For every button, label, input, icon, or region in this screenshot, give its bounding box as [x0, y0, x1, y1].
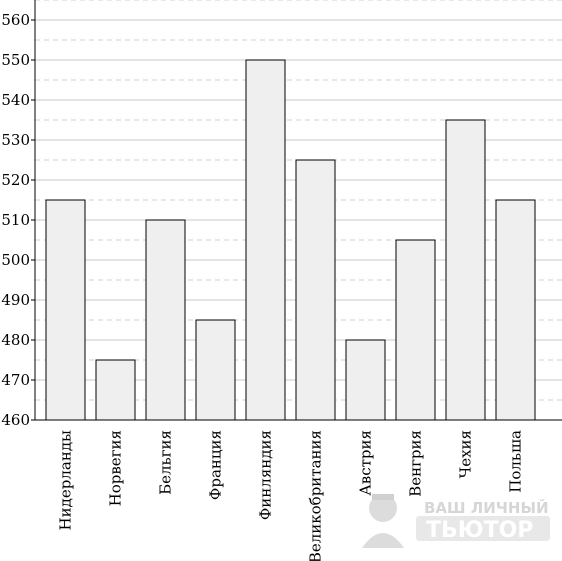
- y-tick-label: 470: [1, 371, 30, 389]
- category-label: Бельгия: [157, 430, 175, 495]
- y-tick-label: 500: [1, 251, 30, 269]
- category-label: Норвегия: [107, 430, 125, 506]
- category-label: Франция: [207, 430, 225, 500]
- y-tick-label: 560: [1, 11, 30, 29]
- y-axis: [31, 0, 562, 421]
- watermark: ВАШ ЛИЧНЫЙ ТЬЮТОР: [362, 494, 550, 548]
- bar-4: [245, 59, 286, 421]
- y-tick-label: 550: [1, 51, 30, 69]
- y-tick-labels: 460 470 480 490 500 510 520 530 540 550 560: [1, 11, 30, 429]
- category-label: Финляндия: [257, 430, 275, 520]
- bar-9: [495, 199, 536, 421]
- category-label: Венгрия: [407, 430, 425, 497]
- category-label: Нидерланды: [57, 430, 75, 530]
- watermark-banner: [416, 516, 550, 541]
- y-tick-label: 460: [1, 411, 30, 429]
- category-label: Польша: [507, 430, 525, 493]
- tutor-mascot-icon: [362, 494, 404, 548]
- y-tick-label: 520: [1, 171, 30, 189]
- y-tick-label: 540: [1, 91, 30, 109]
- watermark-line2: ТЬЮТОР: [426, 518, 533, 543]
- bar-6: [345, 339, 386, 421]
- y-tick-label: 510: [1, 211, 30, 229]
- y-tick-label: 480: [1, 331, 30, 349]
- category-label: Великобритания: [307, 430, 325, 561]
- bar-1: [95, 359, 136, 421]
- y-tick-label: 530: [1, 131, 30, 149]
- y-tick-label: 490: [1, 291, 30, 309]
- bar-3: [195, 319, 236, 421]
- category-label: Австрия: [357, 430, 375, 496]
- category-label: Чехия: [457, 430, 475, 478]
- bar-2: [145, 219, 186, 421]
- category-labels: Нидерланды Норвегия Бельгия Франция Финлянди…: [57, 430, 525, 561]
- bar-7: [395, 239, 436, 421]
- bar-8: [445, 119, 486, 421]
- bar-5: [295, 159, 336, 421]
- watermark-line1: ВАШ ЛИЧНЫЙ: [424, 498, 549, 517]
- bar-0: [45, 199, 86, 421]
